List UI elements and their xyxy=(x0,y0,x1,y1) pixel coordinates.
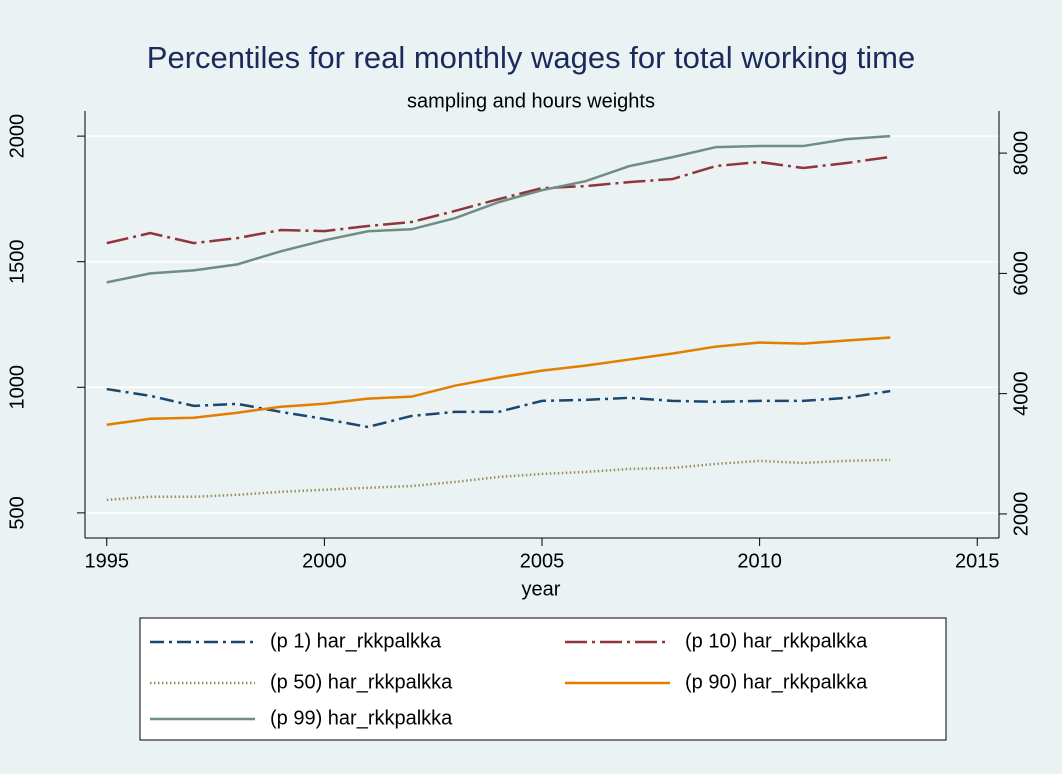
y2-tick-label: 4000 xyxy=(1010,371,1032,416)
y-tick-label: 2000 xyxy=(6,114,28,159)
series-line xyxy=(106,458,891,502)
chart-title: Percentiles for real monthly wages for t… xyxy=(147,40,915,75)
y2-tick-label: 8000 xyxy=(1010,131,1032,176)
y-tick-label: 500 xyxy=(6,496,28,529)
y2-tick-label: 6000 xyxy=(1010,251,1032,296)
legend-label: (p 1) har_rkkpalkka xyxy=(270,630,442,652)
series-line xyxy=(106,336,891,426)
y2-tick-label: 2000 xyxy=(1010,492,1032,537)
legend-label: (p 10) har_rkkpalkka xyxy=(685,630,868,652)
x-tick-label: 2015 xyxy=(955,550,1000,572)
x-tick-label: 2000 xyxy=(302,550,347,572)
series-line xyxy=(106,155,891,245)
x-tick-label: 2010 xyxy=(737,550,782,572)
legend-label: (p 90) har_rkkpalkka xyxy=(685,671,868,693)
legend-label: (p 99) har_rkkpalkka xyxy=(270,707,453,729)
x-axis-label: year xyxy=(522,578,561,600)
legend xyxy=(139,617,947,741)
y-tick-label: 1500 xyxy=(6,239,28,284)
legend-label: (p 50) har_rkkpalkka xyxy=(270,671,453,693)
series-line xyxy=(106,387,891,429)
y-tick-label: 1000 xyxy=(6,365,28,410)
x-tick-label: 2005 xyxy=(520,550,565,572)
chart-subtitle: sampling and hours weights xyxy=(407,90,655,112)
series-line xyxy=(106,134,891,284)
x-tick-label: 1995 xyxy=(85,550,130,572)
